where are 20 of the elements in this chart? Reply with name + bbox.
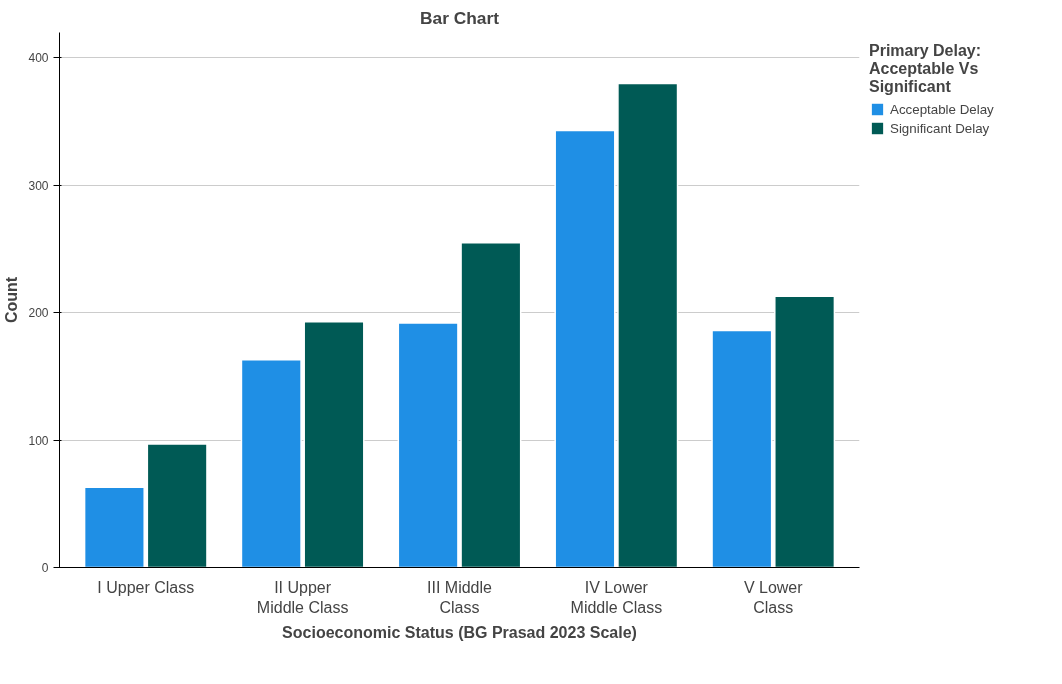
legend-label: Significant Delay (890, 120, 990, 136)
y-tick-label: 200 (28, 306, 49, 321)
legend-label: Acceptable Delay (890, 101, 994, 117)
y-tick-label: 400 (28, 51, 49, 66)
bar (711, 329, 773, 568)
y-tick-label: 100 (28, 433, 49, 448)
legend-title: Primary Delay: Acceptable Vs Significant (869, 42, 983, 96)
x-tick-label: III Middle Class (427, 578, 493, 616)
x-axis-title: Socioeconomic Status (BG Prasad 2023 Scale) (282, 623, 637, 641)
x-tick-label: IV Lower Middle Class (570, 578, 663, 616)
x-tick-label: V Lower Class (743, 578, 804, 616)
y-tick-label: 0 (41, 561, 49, 575)
x-tick-label: II Upper Middle Class (256, 578, 349, 616)
bar (146, 443, 208, 568)
y-axis-title: Count (3, 276, 21, 324)
bar (774, 295, 836, 568)
y-tick-label: 300 (28, 178, 49, 193)
bar (83, 486, 145, 568)
x-tick-label: I Upper Class (97, 578, 195, 596)
chart-title: Bar Chart (420, 7, 500, 28)
